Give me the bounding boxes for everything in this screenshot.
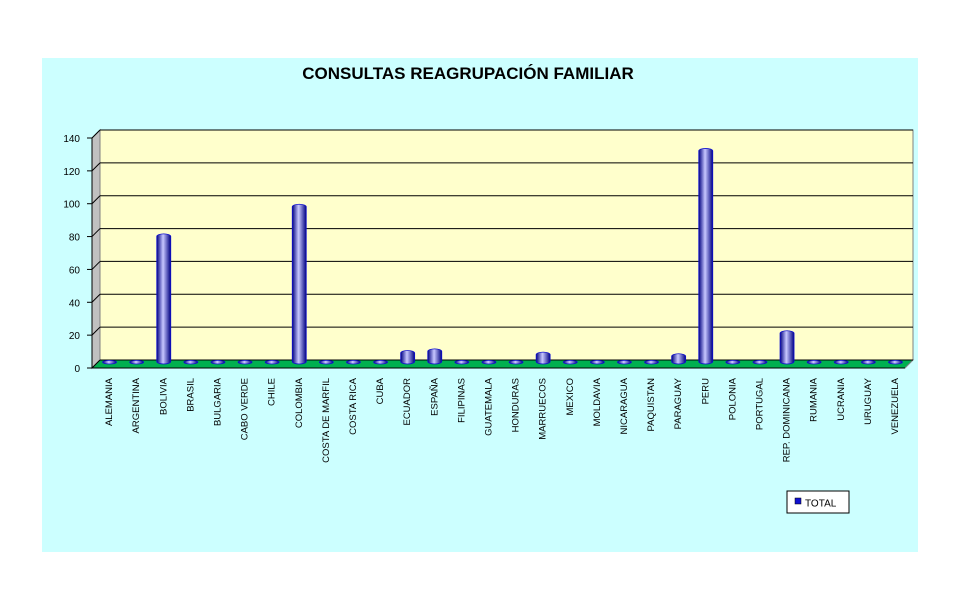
bar xyxy=(210,359,226,365)
y-tick-label: 40 xyxy=(69,298,81,309)
grid-line-side xyxy=(91,326,101,336)
bar xyxy=(373,359,388,365)
legend: TOTAL xyxy=(786,490,850,514)
y-tick-label: 140 xyxy=(63,134,80,145)
x-tick-label: ALEMANIA xyxy=(104,377,115,426)
legend-label: TOTAL xyxy=(805,499,837,510)
bar xyxy=(725,359,741,365)
plot-area: 0 20 40 60 80 100 120 140 ALEMANIA ARGENTINA BOLIV… xyxy=(63,128,915,463)
bar xyxy=(833,359,849,365)
x-tick-label: BULGARIA xyxy=(212,377,223,426)
x-tick-label: PORTUGAL xyxy=(754,378,765,430)
bar xyxy=(183,359,199,365)
x-tick-label: UCRANIA xyxy=(836,377,847,420)
bar xyxy=(454,359,470,365)
x-tick-label: BOLIVIA xyxy=(158,377,169,415)
back-wall xyxy=(99,129,914,361)
x-tick-label: REP. DOMINICANA xyxy=(782,377,793,462)
bar xyxy=(102,359,117,365)
x-tick-label: COLOMBIA xyxy=(294,377,305,428)
x-tick-label: ESPAÑA xyxy=(429,377,440,416)
bar xyxy=(400,350,416,365)
chart-title: CONSULTAS REAGRUPACIÓN FAMILIAR xyxy=(302,64,634,83)
x-tick-label: ECUADOR xyxy=(402,378,413,426)
bar xyxy=(562,359,578,365)
x-tick-label: PAQUISTAN xyxy=(646,378,657,432)
x-tick-label: ARGENTINA xyxy=(131,377,142,433)
x-tick-label: COSTA RICA xyxy=(348,377,359,434)
bar xyxy=(806,359,822,365)
y-tick-label: 120 xyxy=(63,167,80,178)
bar xyxy=(671,353,687,365)
grid-line-side xyxy=(91,162,101,172)
side-wall xyxy=(91,128,101,370)
bar xyxy=(427,348,443,365)
bar xyxy=(752,359,768,365)
bar xyxy=(291,203,307,365)
grid-line-side xyxy=(91,261,101,270)
x-tick-label: CUBA xyxy=(375,377,386,404)
y-tick-label: 0 xyxy=(74,364,80,375)
y-tick-label: 60 xyxy=(69,265,81,276)
x-tick-label: RUMANIA xyxy=(809,377,820,421)
y-tick-label: 20 xyxy=(69,331,81,342)
y-tick-label: 80 xyxy=(69,233,81,244)
x-tick-label: PARAGUAY xyxy=(673,377,684,429)
x-tick-label: MARRUECOS xyxy=(538,378,549,440)
x-tick-label: MEXICO xyxy=(565,378,576,415)
x-tick-label: VENEZUELA xyxy=(890,377,901,434)
bar xyxy=(481,359,497,365)
bar xyxy=(617,359,632,365)
x-tick-label: PERU xyxy=(700,378,711,405)
bar xyxy=(860,359,876,365)
x-tick-label: COSTA DE MARFIL xyxy=(321,378,332,463)
x-tick-label: BRASIL xyxy=(185,378,196,412)
bar xyxy=(535,351,551,365)
bar xyxy=(346,359,361,365)
x-tick-label: URUGUAY xyxy=(863,377,874,424)
grid-line-side xyxy=(91,195,101,205)
legend-box xyxy=(786,490,850,514)
bar xyxy=(589,359,605,365)
bar xyxy=(779,330,795,365)
bar xyxy=(508,359,524,365)
bar xyxy=(644,359,659,365)
x-tick-label: FILIPINAS xyxy=(456,378,467,423)
x-tick-label: MOLDAVIA xyxy=(592,377,603,426)
bar xyxy=(237,359,253,365)
grid-line-side xyxy=(91,129,101,139)
legend-swatch xyxy=(794,497,802,505)
x-tick-label: CHILE xyxy=(267,378,278,406)
x-tick-label: HONDURAS xyxy=(511,378,522,432)
bar xyxy=(129,359,145,365)
bar xyxy=(264,359,280,365)
bar xyxy=(156,233,172,365)
grid-line-side xyxy=(91,359,101,369)
x-tick-label: CABO VERDE xyxy=(240,378,251,440)
grid-line-side xyxy=(91,293,101,303)
y-tick-label: 100 xyxy=(63,200,80,211)
x-tick-label: GUATEMALA xyxy=(483,377,494,436)
x-tick-label: NICARAGUA xyxy=(619,377,630,434)
x-tick-label: POLONIA xyxy=(727,377,738,420)
grid-line-side xyxy=(91,228,101,237)
bar xyxy=(318,359,334,365)
bar xyxy=(888,359,903,365)
bar xyxy=(698,148,714,365)
